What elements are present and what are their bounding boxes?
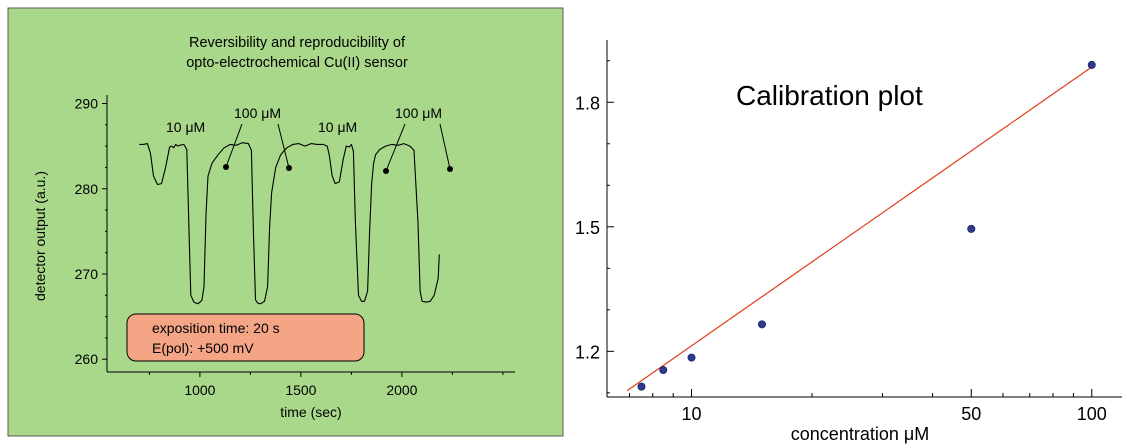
- right-chart-x-axis-label: concentration μM: [791, 424, 929, 444]
- left-chart-y-axis-label: detector output (a.u.): [32, 171, 48, 301]
- right-y-tick-label: 1.5: [575, 218, 600, 238]
- annotation-marker-3: [383, 168, 389, 174]
- calibration-fit-line: [626, 66, 1093, 392]
- left-y-tick-label: 280: [75, 181, 99, 197]
- left-chart-title-line1: Reversibility and reproducibility of: [189, 35, 406, 51]
- left-chart-background: [7, 7, 564, 437]
- right-y-tick-label: 1.2: [575, 342, 600, 362]
- left-chart-title-line2: opto-electrochemical Cu(II) sensor: [186, 55, 408, 71]
- right-chart-y-axis: 1.2 1.5 1.8: [575, 40, 614, 397]
- right-x-tick-label: 10: [681, 404, 701, 424]
- right-x-tick-label: 50: [961, 404, 981, 424]
- right-chart-panel: Calibration plot 1.2 1.5 1.8 10 50 100 conce…: [575, 40, 1122, 444]
- right-chart-title: Calibration plot: [736, 80, 923, 111]
- right-chart-x-axis: 10 50 100: [607, 389, 1122, 424]
- left-chart-x-axis: 1000 1500 2000: [107, 371, 515, 398]
- left-chart-y-axis: 260 270 280 290: [75, 95, 108, 372]
- left-chart-x-axis-label: time (sec): [280, 404, 341, 420]
- left-chart-panel: Reversibility and reproducibility of opt…: [7, 7, 564, 437]
- detector-output-line: [139, 142, 440, 305]
- annotation-label-3: 10 μM: [318, 119, 357, 135]
- calibration-data-point: [757, 320, 766, 329]
- annotation-leader-1: [225, 123, 243, 168]
- calibration-data-point: [687, 353, 696, 362]
- left-y-tick-label: 260: [75, 351, 99, 367]
- left-x-tick-label: 2000: [386, 382, 417, 398]
- annotation-label-4: 100 μM: [395, 105, 442, 121]
- left-x-tick-label: 1000: [184, 382, 215, 398]
- left-y-tick-label: 290: [75, 96, 99, 112]
- left-x-tick-label: 1500: [285, 382, 316, 398]
- legend-box: exposition time: 20 s E(pol): +500 mV: [126, 313, 365, 362]
- calibration-data-point: [637, 382, 646, 391]
- left-chart-annotations: 10 μM 100 μM 10 μM 100 μM: [166, 105, 453, 174]
- annotation-leader-4: [439, 123, 451, 170]
- annotation-label-1: 10 μM: [166, 119, 205, 135]
- legend-line-polarization: E(pol): +500 mV: [152, 340, 254, 356]
- calibration-data-point: [967, 224, 976, 233]
- annotation-leader-2: [277, 123, 290, 169]
- annotation-leader-3: [385, 123, 406, 172]
- calibration-data-point: [659, 366, 668, 375]
- calibration-data-point: [1087, 60, 1096, 69]
- annotation-marker-1: [223, 164, 229, 170]
- annotation-label-2: 100 μM: [234, 105, 281, 121]
- legend-line-exposition: exposition time: 20 s: [152, 320, 280, 336]
- left-y-tick-label: 270: [75, 266, 99, 282]
- right-y-tick-label: 1.8: [575, 93, 600, 113]
- annotation-marker-4: [447, 166, 453, 172]
- right-x-tick-label: 100: [1077, 404, 1107, 424]
- annotation-marker-2: [286, 165, 292, 171]
